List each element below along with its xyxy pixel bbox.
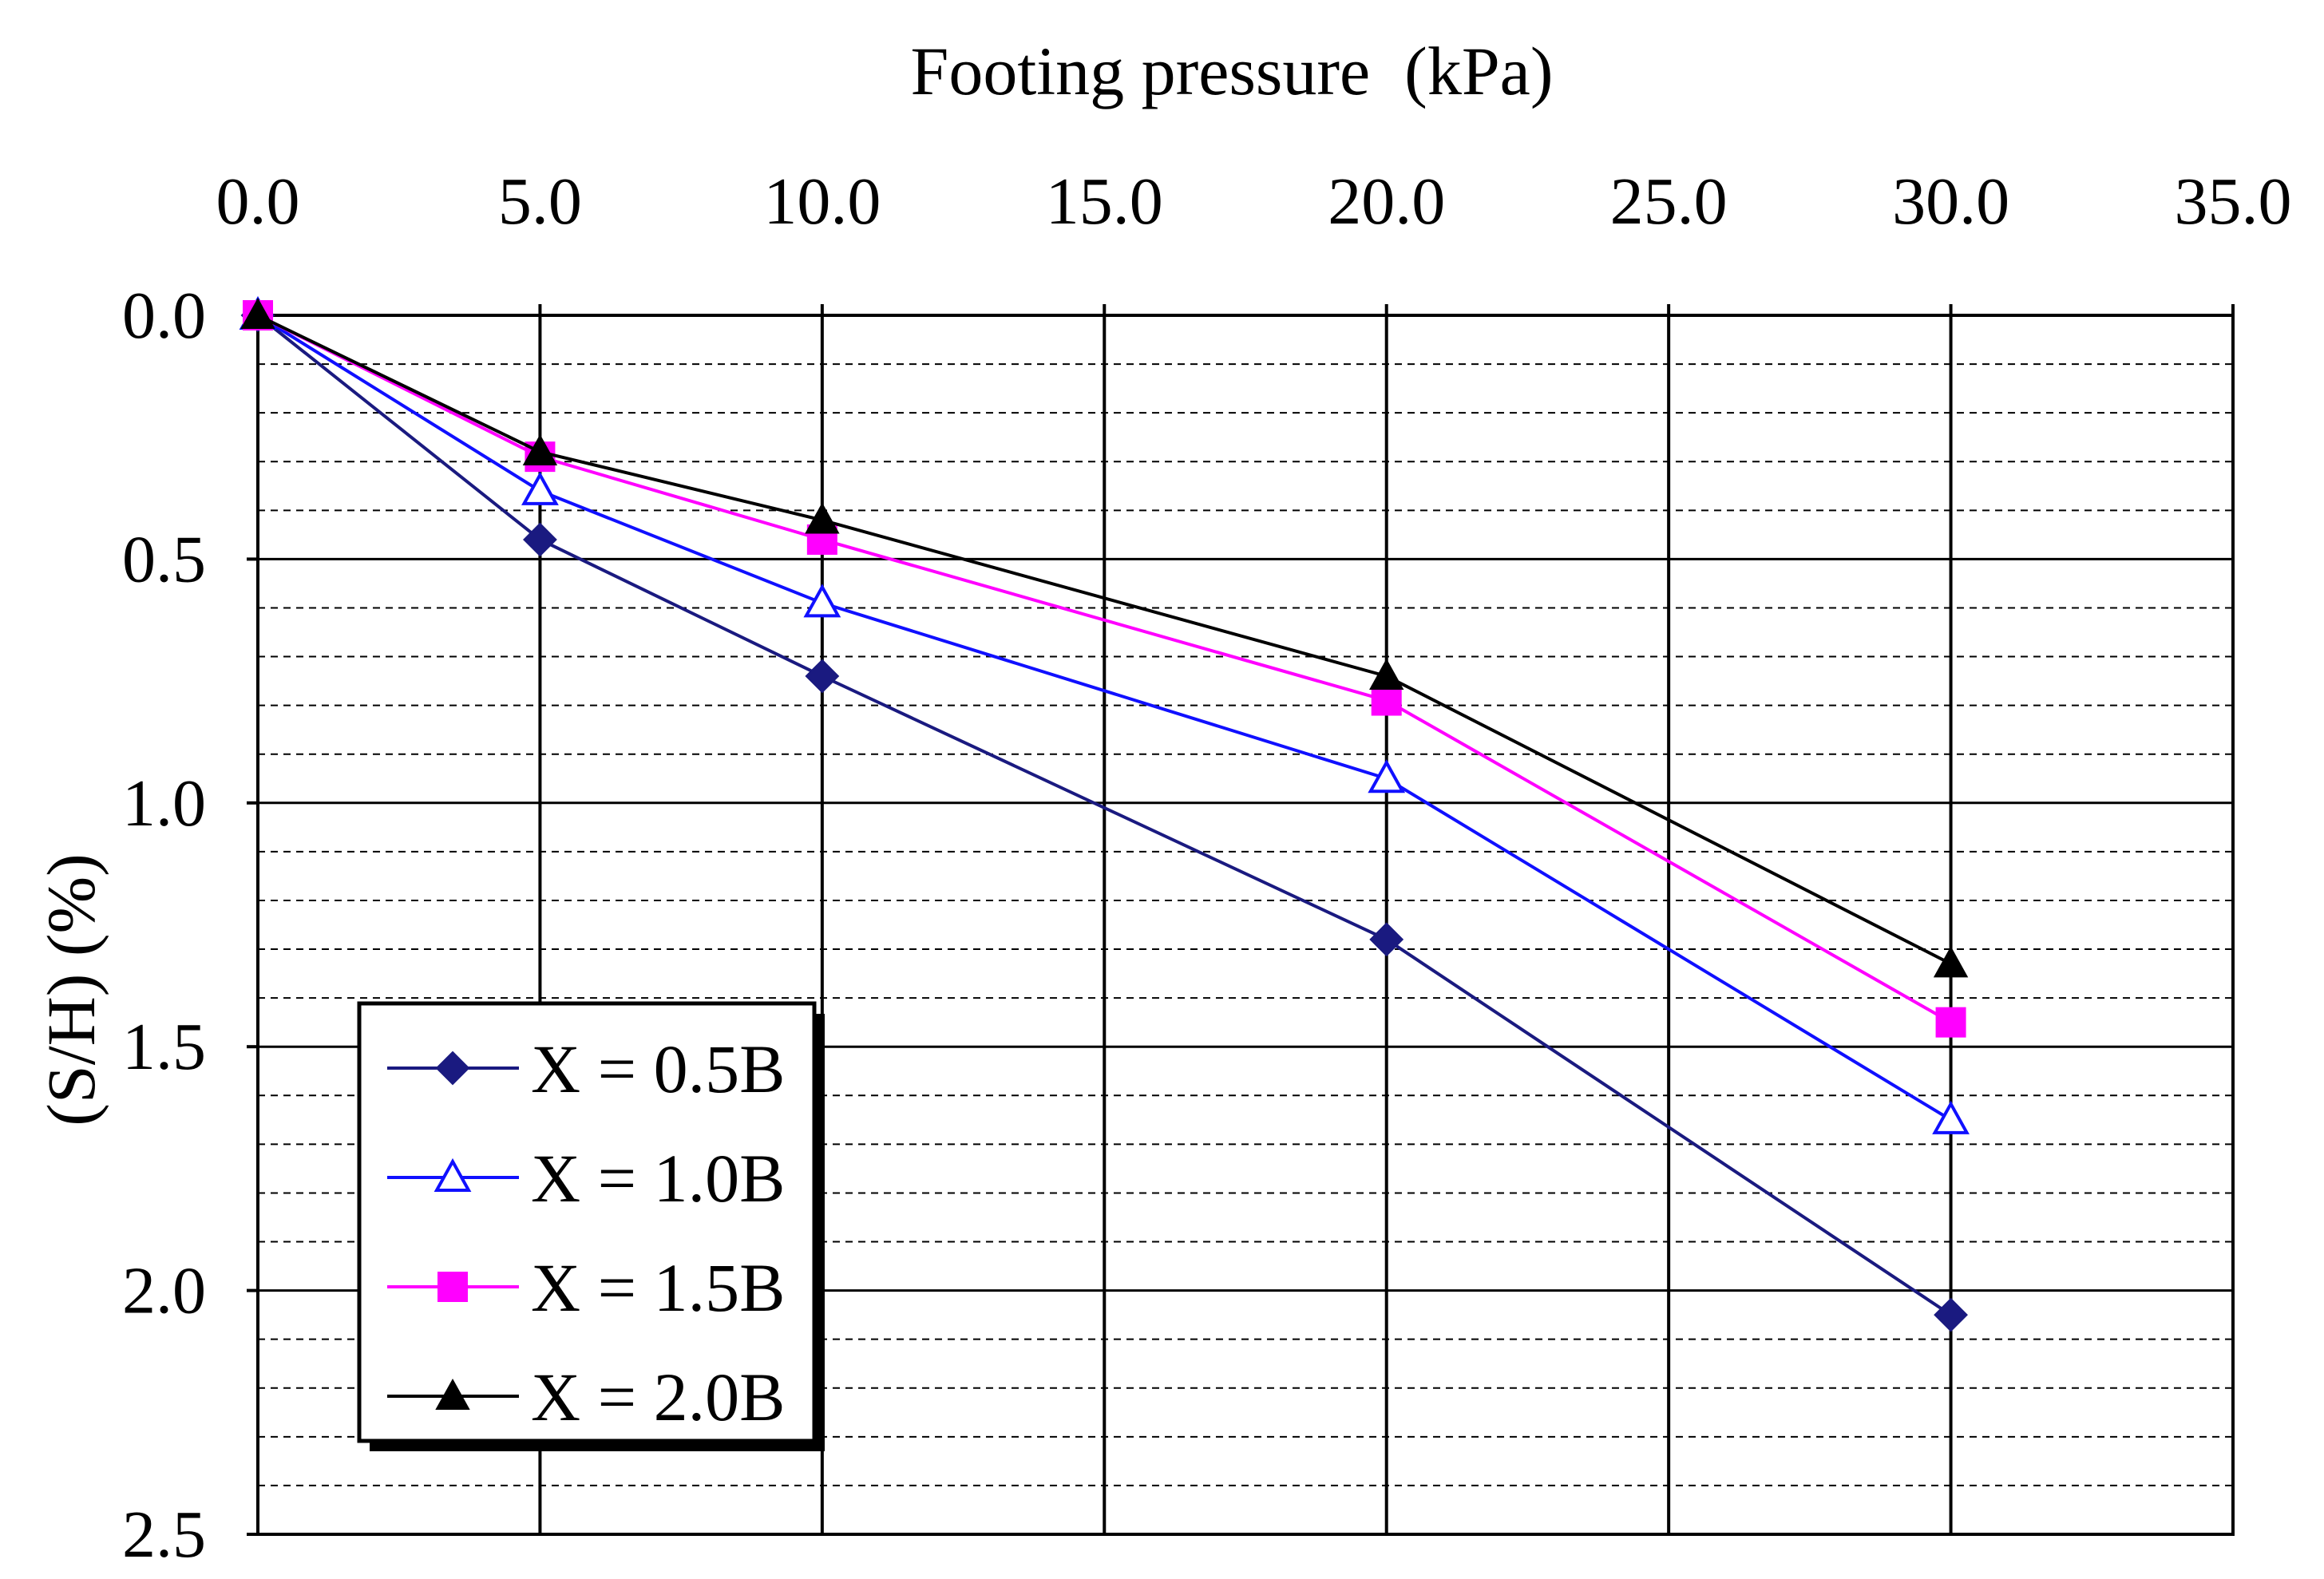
minor-gridlines xyxy=(258,363,2233,1486)
data-point xyxy=(805,502,840,534)
plot-frame xyxy=(256,314,2235,1536)
y-tick-label: 1.0 xyxy=(122,766,206,841)
data-point xyxy=(1369,658,1404,690)
data-point xyxy=(803,584,841,618)
x-tick-label: 0.0 xyxy=(216,164,300,239)
legend-label: X = 1.5B xyxy=(531,1249,785,1326)
legend-marker xyxy=(435,1378,470,1410)
x-tick-label: 5.0 xyxy=(498,164,582,239)
x-tick-labels: 0.0 5.0 10.0 15.0 20.0 25.0 30.0 35.0 xyxy=(216,164,2292,315)
series-4 xyxy=(240,297,1969,978)
x-tick-label: 35.0 xyxy=(2175,164,2292,239)
legend-label: X = 0.5B xyxy=(531,1031,785,1107)
legend-marker xyxy=(437,1272,468,1302)
x-tick-label: 20.0 xyxy=(1328,164,1445,239)
data-point xyxy=(1368,759,1406,793)
legend-item: X = 2.0B xyxy=(387,1359,785,1435)
data-point xyxy=(522,433,558,466)
data-point xyxy=(240,297,275,329)
data-point xyxy=(1933,946,1969,978)
legend: X = 0.5B X = 1.0B X = 1.5B X = 2.0B xyxy=(357,1001,825,1451)
data-point xyxy=(1369,922,1404,957)
legend-box xyxy=(357,1001,817,1443)
y-tick-label: 0.5 xyxy=(122,522,206,596)
series-layer xyxy=(239,295,1970,1332)
x-tick-label: 10.0 xyxy=(763,164,881,239)
x-tick-label: 15.0 xyxy=(1046,164,1163,239)
legend-label: X = 2.0B xyxy=(531,1359,785,1435)
legend-marker xyxy=(435,1051,470,1086)
y-tick-labels: 0.0 0.5 1.0 1.5 2.0 2.5 xyxy=(122,279,258,1572)
legend-label: X = 1.0B xyxy=(531,1140,785,1217)
data-point xyxy=(1935,1007,1966,1038)
legend-marker xyxy=(434,1158,472,1192)
legend-item: X = 1.5B xyxy=(387,1249,785,1326)
data-point xyxy=(1932,1100,1970,1134)
y-tick-label: 0.0 xyxy=(122,279,206,353)
x-axis-title: Footing pressure (kPa) xyxy=(911,33,1554,109)
data-point xyxy=(805,659,840,694)
legend-item: X = 0.5B xyxy=(387,1031,785,1107)
x-tick-label: 25.0 xyxy=(1610,164,1728,239)
y-axis-title: (S/H) (%) xyxy=(33,853,109,1126)
data-point xyxy=(521,471,559,505)
data-point xyxy=(1371,685,1402,716)
data-point xyxy=(523,522,557,557)
y-tick-label: 2.5 xyxy=(122,1498,206,1572)
legend-item: X = 1.0B xyxy=(387,1140,785,1217)
y-tick-label: 2.0 xyxy=(122,1254,206,1328)
y-tick-label: 1.5 xyxy=(122,1010,206,1084)
x-tick-label: 30.0 xyxy=(1892,164,2009,239)
data-point xyxy=(1934,1297,1968,1332)
